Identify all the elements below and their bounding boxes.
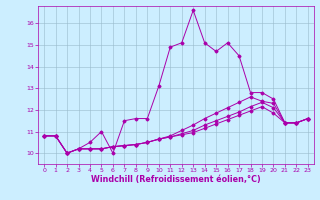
- X-axis label: Windchill (Refroidissement éolien,°C): Windchill (Refroidissement éolien,°C): [91, 175, 261, 184]
